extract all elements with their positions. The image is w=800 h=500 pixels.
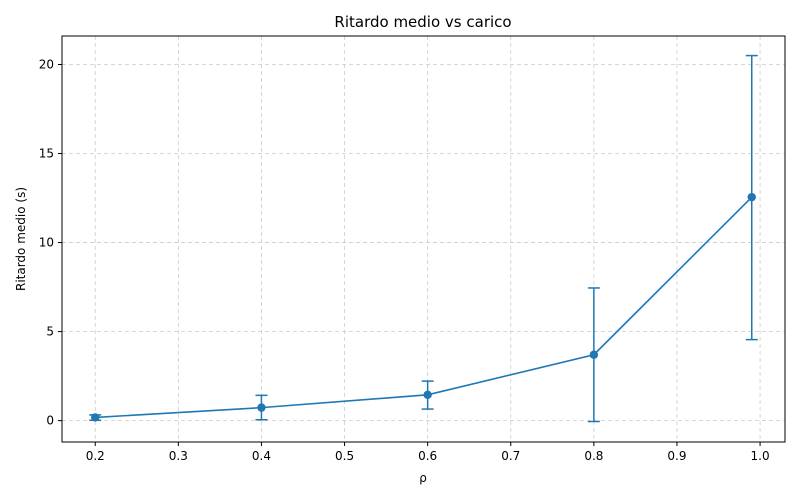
y-tick-label: 20 — [39, 57, 54, 71]
x-axis-ticks: 0.2 0.3 0.4 0.5 0.6 0.7 0.8 0.9 1.0 — [86, 442, 770, 463]
y-tick-label: 10 — [39, 236, 54, 250]
y-tick-label: 5 — [46, 325, 54, 339]
x-tick-label: 1.0 — [751, 449, 770, 463]
data-point — [423, 390, 432, 400]
x-axis-label: ρ — [419, 471, 427, 485]
x-tick-label: 0.8 — [584, 449, 603, 463]
y-axis-label: Ritardo medio (s) — [14, 187, 28, 291]
y-tick-label: 0 — [46, 414, 54, 428]
x-tick-label: 0.7 — [501, 449, 520, 463]
x-tick-label: 0.4 — [252, 449, 271, 463]
series-layer — [89, 54, 758, 423]
data-point — [91, 413, 100, 422]
data-point — [747, 192, 756, 202]
plot-frame — [61, 35, 786, 443]
y-axis-ticks: 0 5 10 15 20 — [39, 57, 62, 428]
x-tick-label: 0.3 — [169, 449, 188, 463]
data-point — [257, 403, 266, 412]
chart-title: Ritardo medio vs carico — [334, 13, 511, 31]
data-point — [589, 350, 599, 359]
y-tick-label: 15 — [39, 147, 54, 161]
series-line — [95, 196, 753, 419]
x-tick-label: 0.6 — [418, 449, 437, 463]
x-tick-label: 0.9 — [667, 449, 686, 463]
x-tick-label: 0.5 — [335, 449, 354, 463]
x-tick-label: 0.2 — [86, 449, 105, 463]
